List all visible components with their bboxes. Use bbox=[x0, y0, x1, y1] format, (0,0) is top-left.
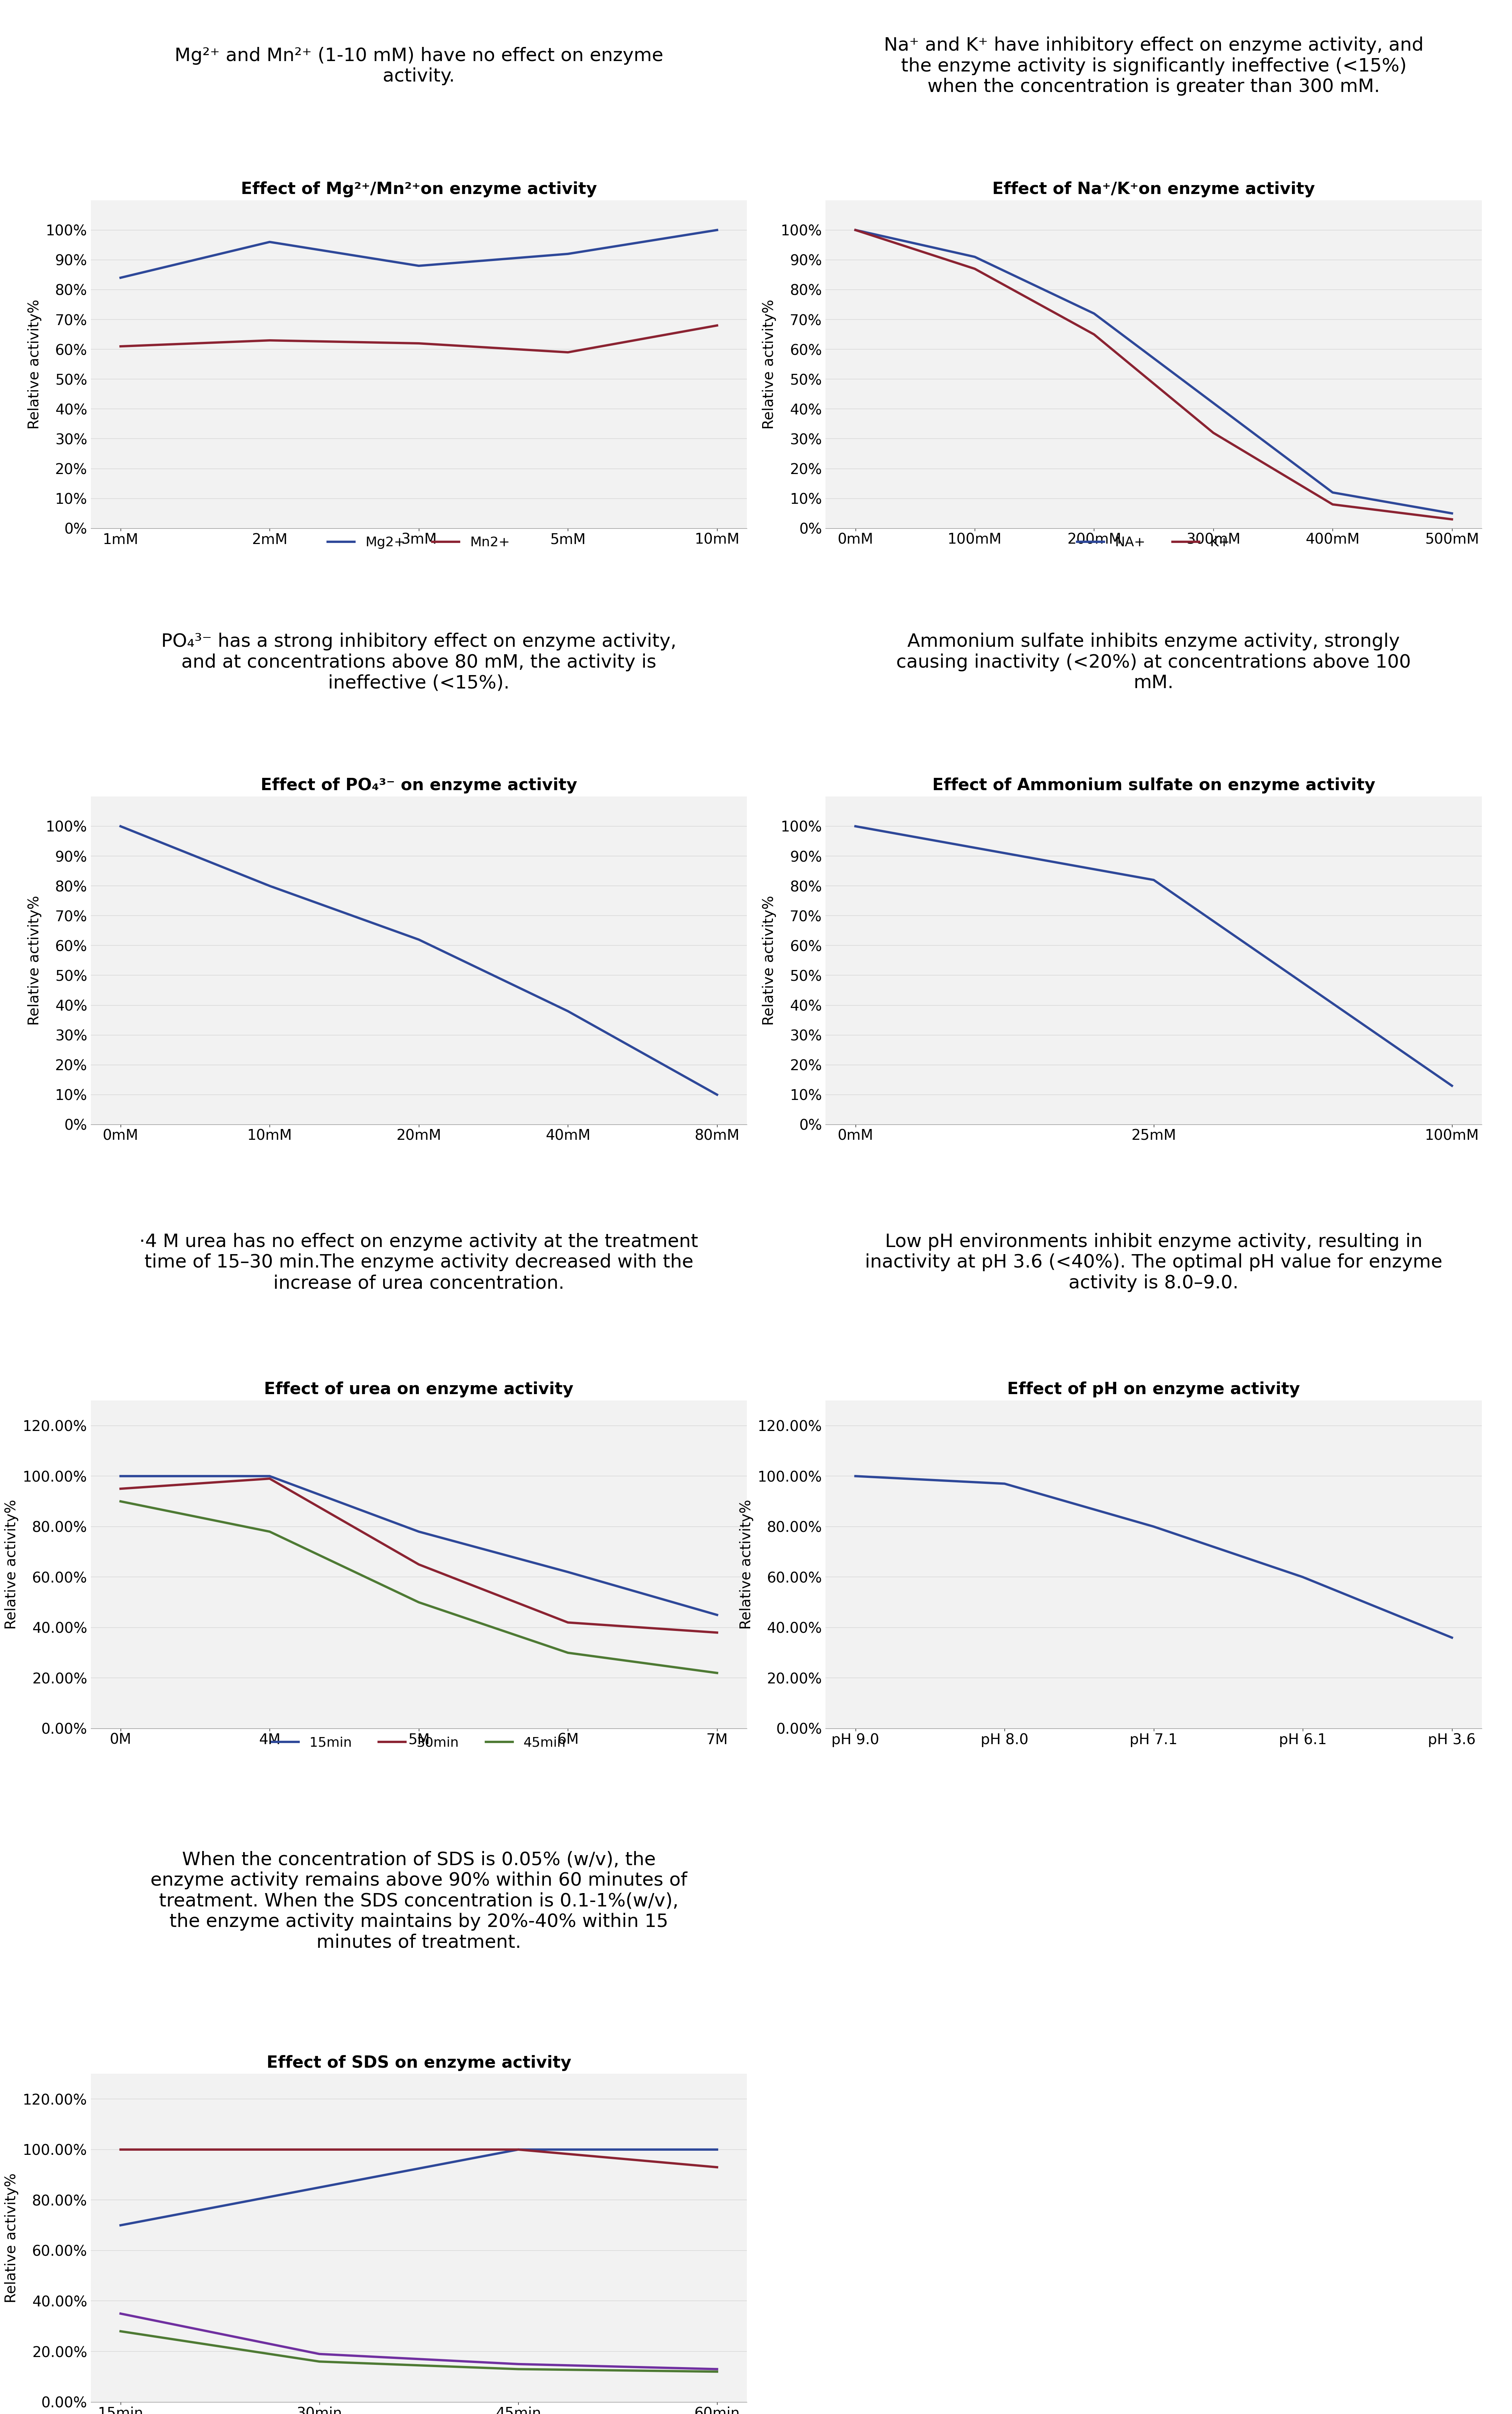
Y-axis label: Relative activity%: Relative activity% bbox=[762, 896, 777, 1026]
Legend: Mg2+, Mn2+: Mg2+, Mn2+ bbox=[322, 531, 516, 555]
Text: When the concentration of SDS is 0.05% (w/v), the
enzyme activity remains above : When the concentration of SDS is 0.05% (… bbox=[150, 1852, 686, 1951]
Legend: NA+, K+: NA+, K+ bbox=[1072, 531, 1235, 555]
Legend: 0 mM, 0.05W/V, 0.1W/V, 1W/V: 0 mM, 0.05W/V, 0.1W/V, 1W/V bbox=[209, 2407, 629, 2414]
Y-axis label: Relative activity%: Relative activity% bbox=[27, 896, 41, 1026]
Text: ·4 M urea has no effect on enzyme activity at the treatment
time of 15–30 min.Th: ·4 M urea has no effect on enzyme activi… bbox=[139, 1234, 699, 1291]
Y-axis label: Relative activity%: Relative activity% bbox=[27, 299, 41, 430]
Title: Effect of pH on enzyme activity: Effect of pH on enzyme activity bbox=[1007, 1381, 1300, 1398]
Title: Effect of SDS on enzyme activity: Effect of SDS on enzyme activity bbox=[266, 2054, 572, 2071]
Text: Ammonium sulfate inhibits enzyme activity, strongly
causing inactivity (<20%) at: Ammonium sulfate inhibits enzyme activit… bbox=[897, 632, 1411, 693]
Y-axis label: Relative activity%: Relative activity% bbox=[739, 1499, 753, 1629]
Title: Effect of Ammonium sulfate on enzyme activity: Effect of Ammonium sulfate on enzyme act… bbox=[933, 777, 1376, 794]
Title: Effect of urea on enzyme activity: Effect of urea on enzyme activity bbox=[265, 1381, 573, 1398]
Text: PO₄³⁻ has a strong inhibitory effect on enzyme activity,
and at concentrations a: PO₄³⁻ has a strong inhibitory effect on … bbox=[162, 632, 676, 693]
Title: Effect of Mg²⁺/Mn²⁺on enzyme activity: Effect of Mg²⁺/Mn²⁺on enzyme activity bbox=[240, 181, 597, 198]
Text: Na⁺ and K⁺ have inhibitory effect on enzyme activity, and
the enzyme activity is: Na⁺ and K⁺ have inhibitory effect on enz… bbox=[885, 36, 1424, 97]
Title: Effect of PO₄³⁻ on enzyme activity: Effect of PO₄³⁻ on enzyme activity bbox=[260, 777, 578, 794]
Text: Low pH environments inhibit enzyme activity, resulting in
inactivity at pH 3.6 (: Low pH environments inhibit enzyme activ… bbox=[865, 1234, 1442, 1291]
Y-axis label: Relative activity%: Relative activity% bbox=[5, 2173, 18, 2303]
Text: Mg²⁺ and Mn²⁺ (1-10 mM) have no effect on enzyme
activity.: Mg²⁺ and Mn²⁺ (1-10 mM) have no effect o… bbox=[174, 46, 664, 84]
Y-axis label: Relative activity%: Relative activity% bbox=[5, 1499, 18, 1629]
Y-axis label: Relative activity%: Relative activity% bbox=[762, 299, 777, 430]
Title: Effect of Na⁺/K⁺on enzyme activity: Effect of Na⁺/K⁺on enzyme activity bbox=[992, 181, 1315, 198]
Legend: 15min, 30min, 45min: 15min, 30min, 45min bbox=[266, 1731, 572, 1755]
